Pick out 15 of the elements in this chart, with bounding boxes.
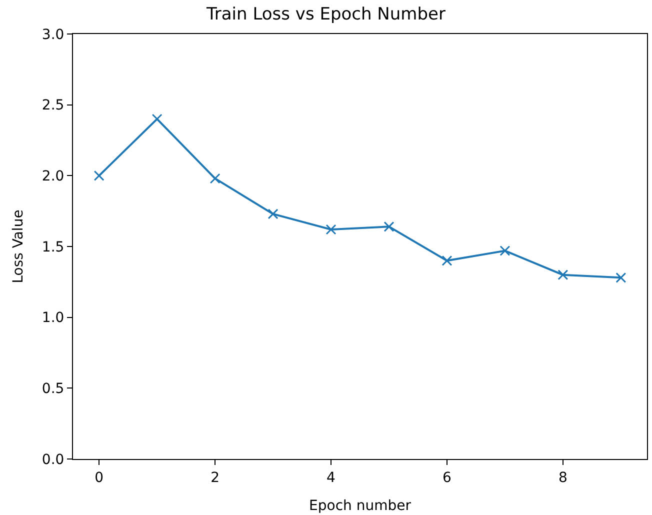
y-tick-label: 2.0	[42, 168, 64, 185]
y-tick-label: 0.0	[42, 452, 64, 468]
x-axis-title: Epoch number	[309, 498, 412, 514]
x-tick-label: 6	[442, 470, 452, 486]
chart-title: Train Loss vs Epoch Number	[206, 4, 446, 25]
x-tick-label: 8	[558, 470, 568, 486]
y-tick-label: 1.0	[42, 310, 64, 326]
y-tick-label: 2.5	[42, 98, 64, 114]
y-tick-label: 0.5	[42, 381, 64, 398]
y-tick-label: 1.5	[42, 239, 64, 256]
x-tick-label: 0	[94, 470, 104, 486]
y-axis-title: Loss Value	[10, 210, 27, 284]
y-tick-label: 3.0	[42, 26, 64, 43]
x-tick-label: 4	[326, 470, 336, 486]
x-tick-label: 2	[210, 470, 220, 486]
